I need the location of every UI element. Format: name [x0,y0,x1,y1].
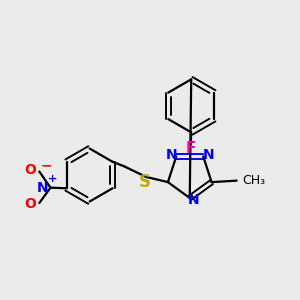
Text: N: N [165,148,177,161]
Text: O: O [25,197,36,211]
Text: +: + [48,174,57,184]
Text: F: F [186,141,196,156]
Text: N: N [202,148,214,161]
Text: N: N [37,181,48,195]
Text: S: S [139,173,151,191]
Text: −: − [40,158,52,172]
Text: CH₃: CH₃ [242,174,265,187]
Text: N: N [188,193,200,207]
Text: O: O [25,163,36,177]
